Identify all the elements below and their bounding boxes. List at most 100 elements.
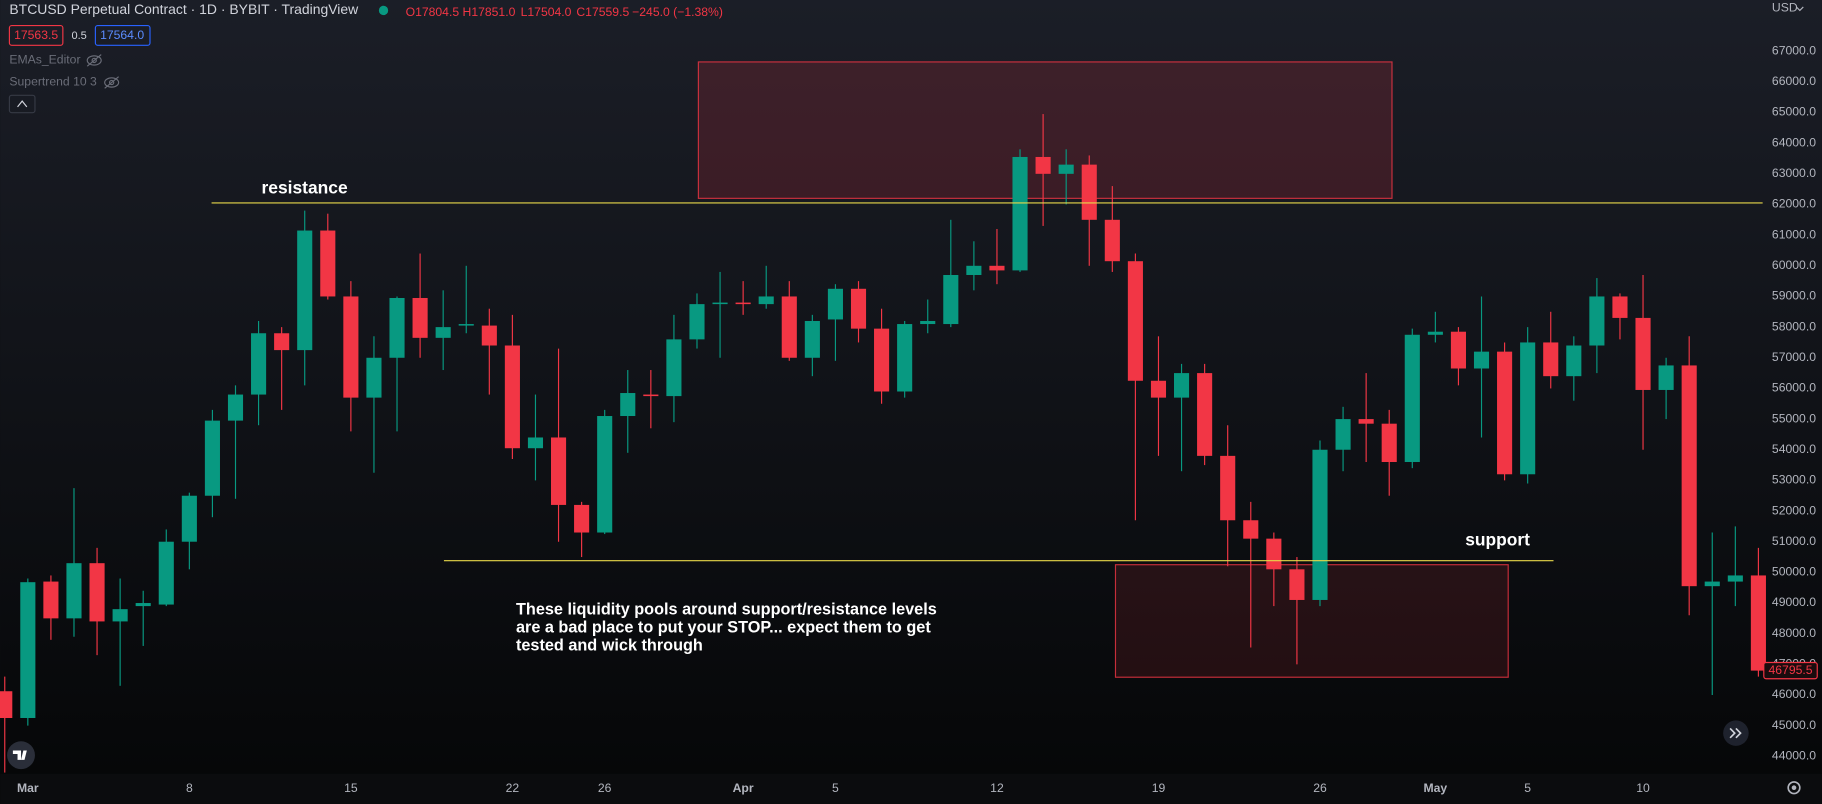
ohlc-close: C17559.5 bbox=[576, 5, 629, 19]
candle-body bbox=[227, 394, 244, 421]
y-tick-label: 59000.0 bbox=[1772, 289, 1816, 303]
candle-body bbox=[66, 563, 82, 619]
time-axis bbox=[0, 773, 1822, 804]
x-tick-label: 22 bbox=[506, 781, 520, 795]
spread: 0.5 bbox=[71, 30, 86, 42]
scroll-icon bbox=[1729, 727, 1742, 739]
candle-body bbox=[804, 320, 820, 358]
candle-body bbox=[920, 320, 936, 325]
candle-body bbox=[1220, 455, 1236, 521]
candle-body bbox=[735, 302, 751, 305]
candle-body bbox=[412, 297, 428, 338]
candle-body bbox=[597, 416, 613, 533]
candle-body bbox=[366, 357, 382, 398]
candle-body bbox=[1612, 296, 1628, 318]
candle-body bbox=[850, 288, 867, 329]
candle-body bbox=[1589, 296, 1605, 346]
candle-body bbox=[1497, 351, 1513, 475]
candle-body bbox=[827, 288, 843, 320]
logo-icon bbox=[12, 750, 27, 760]
candle-body bbox=[966, 265, 982, 275]
indicator[interactable]: Supertrend 10 3 bbox=[9, 75, 97, 89]
candle-body bbox=[435, 327, 451, 338]
candle-body bbox=[989, 265, 1005, 271]
candle-body bbox=[1243, 520, 1259, 539]
candle-body bbox=[274, 333, 290, 351]
zone bbox=[1114, 564, 1509, 678]
candle-body bbox=[204, 420, 220, 496]
candle-body bbox=[1358, 419, 1374, 424]
candle-body bbox=[527, 437, 544, 449]
bid-box[interactable] bbox=[8, 24, 64, 46]
candle-body bbox=[1127, 261, 1143, 381]
y-tick-label: 57000.0 bbox=[1772, 350, 1816, 364]
x-tick-label: 15 bbox=[344, 781, 358, 795]
candle-body bbox=[20, 582, 36, 718]
y-tick-label: 62000.0 bbox=[1772, 197, 1816, 211]
hidden-icon[interactable] bbox=[86, 54, 102, 67]
candle-body bbox=[1035, 156, 1051, 174]
y-tick-label: 52000.0 bbox=[1772, 503, 1816, 517]
annotation: are a bad place to put your STOP... expe… bbox=[516, 618, 931, 636]
candle-body bbox=[1289, 569, 1305, 600]
zone bbox=[697, 61, 1393, 199]
candle-body bbox=[712, 302, 728, 305]
currency-arrow bbox=[1795, 6, 1804, 12]
candle-body bbox=[1381, 423, 1397, 463]
candle-body bbox=[504, 345, 520, 449]
x-tick-label: 12 bbox=[990, 781, 1004, 795]
candle-body bbox=[758, 296, 774, 305]
candle-body bbox=[643, 394, 659, 397]
y-tick-label: 65000.0 bbox=[1772, 105, 1816, 119]
annotation: tested and wick through bbox=[516, 636, 703, 654]
x-tick-label: 8 bbox=[186, 781, 193, 795]
ohlc-change: −245.0 (−1.38%) bbox=[632, 5, 723, 19]
chart-title: BTCUSD Perpetual Contract · 1D · BYBIT ·… bbox=[9, 1, 359, 17]
candle-body bbox=[389, 297, 405, 358]
candle-body bbox=[1266, 538, 1282, 570]
candle-body bbox=[1473, 351, 1490, 369]
status-dot bbox=[378, 5, 389, 16]
candle-body bbox=[620, 393, 636, 417]
hidden-icon[interactable] bbox=[104, 76, 120, 89]
candle-body bbox=[181, 495, 197, 542]
candle-body bbox=[1312, 449, 1328, 600]
candle-body bbox=[1543, 342, 1559, 377]
y-tick-label: 46000.0 bbox=[1772, 687, 1816, 701]
x-tick-label: Apr bbox=[733, 781, 754, 795]
candle-body bbox=[297, 230, 313, 351]
level-label: support bbox=[1465, 530, 1530, 550]
candle-body bbox=[874, 328, 890, 392]
y-tick-label: 55000.0 bbox=[1772, 411, 1816, 425]
candle-body bbox=[1635, 317, 1651, 390]
candle-body bbox=[1104, 219, 1120, 262]
collapse-button[interactable] bbox=[8, 94, 36, 114]
y-tick-label: 64000.0 bbox=[1772, 135, 1816, 149]
candle-body bbox=[1750, 575, 1766, 671]
candle-body bbox=[781, 296, 797, 358]
y-tick-label: 44000.0 bbox=[1772, 749, 1816, 763]
candle-body bbox=[943, 274, 959, 325]
candle-body bbox=[343, 296, 359, 398]
y-tick-label: 60000.0 bbox=[1772, 258, 1816, 272]
scroll-button[interactable] bbox=[1723, 720, 1749, 746]
candle-body bbox=[458, 324, 474, 326]
candle-body bbox=[689, 304, 705, 340]
currency[interactable]: USD bbox=[1772, 0, 1798, 14]
candle-body bbox=[251, 333, 267, 395]
ask-box[interactable] bbox=[94, 24, 151, 46]
candle-body bbox=[1058, 164, 1074, 174]
settings-icon[interactable] bbox=[1787, 781, 1801, 795]
ohlc-open: O17804.5 bbox=[406, 5, 460, 19]
y-tick-label: 50000.0 bbox=[1772, 565, 1816, 579]
y-tick-label: 67000.0 bbox=[1772, 43, 1816, 57]
candle-body bbox=[1520, 342, 1536, 475]
indicator[interactable]: EMAs_Editor bbox=[9, 53, 80, 67]
y-tick-label: 48000.0 bbox=[1772, 626, 1816, 640]
candle-body bbox=[1150, 380, 1167, 398]
y-tick-label: 51000.0 bbox=[1772, 534, 1816, 548]
bid: 17563.5 bbox=[14, 28, 58, 42]
candle-body bbox=[481, 325, 497, 346]
